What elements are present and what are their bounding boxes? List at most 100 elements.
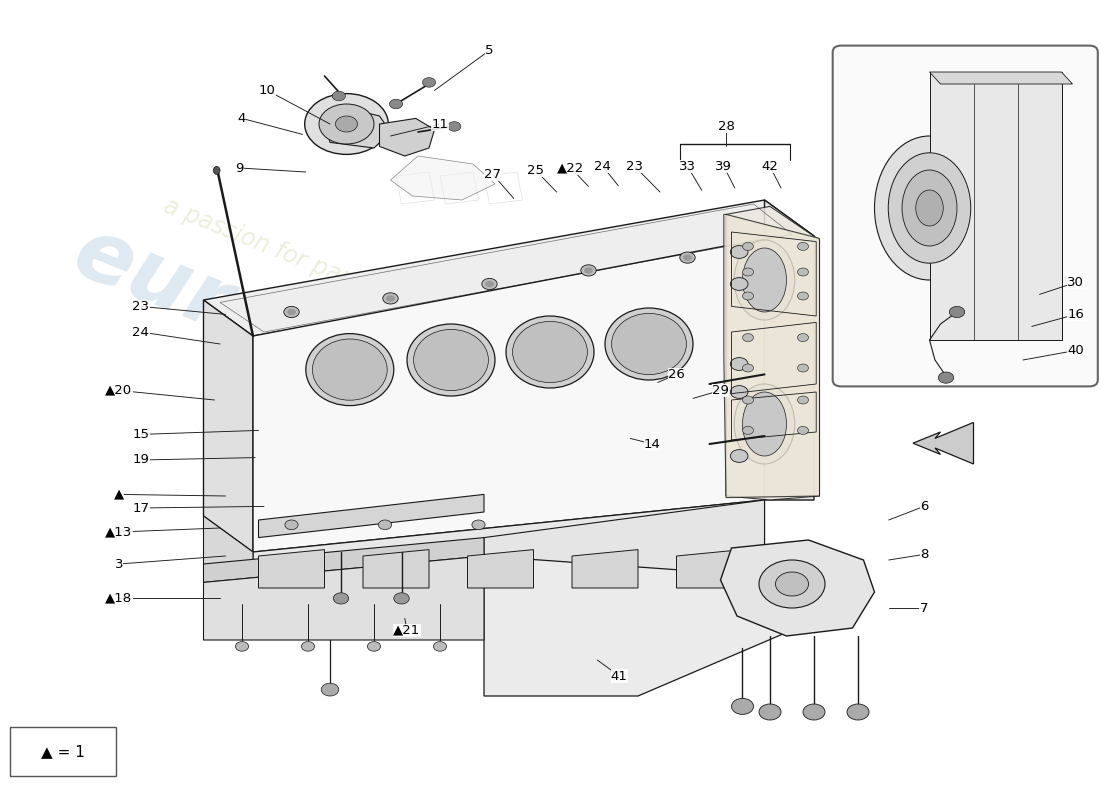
Polygon shape bbox=[204, 516, 253, 600]
Polygon shape bbox=[724, 214, 820, 498]
Polygon shape bbox=[484, 500, 764, 604]
Text: 5: 5 bbox=[485, 44, 494, 57]
Text: 42: 42 bbox=[761, 160, 779, 173]
Polygon shape bbox=[764, 200, 814, 500]
Polygon shape bbox=[258, 550, 324, 588]
Circle shape bbox=[448, 122, 461, 131]
Ellipse shape bbox=[612, 314, 686, 374]
Circle shape bbox=[742, 364, 754, 372]
Polygon shape bbox=[379, 118, 434, 156]
Circle shape bbox=[336, 116, 358, 132]
Polygon shape bbox=[720, 540, 874, 636]
Circle shape bbox=[803, 704, 825, 720]
Text: 25: 25 bbox=[527, 164, 544, 177]
Ellipse shape bbox=[605, 308, 693, 380]
Circle shape bbox=[798, 426, 808, 434]
Circle shape bbox=[683, 254, 692, 261]
Text: ▲20: ▲20 bbox=[106, 384, 132, 397]
Circle shape bbox=[742, 426, 754, 434]
Ellipse shape bbox=[312, 339, 387, 400]
Text: 30: 30 bbox=[1067, 276, 1085, 289]
Circle shape bbox=[287, 309, 296, 315]
Text: 3: 3 bbox=[114, 558, 123, 570]
Polygon shape bbox=[204, 556, 484, 640]
Circle shape bbox=[798, 396, 808, 404]
Circle shape bbox=[798, 292, 808, 300]
Text: ▲21: ▲21 bbox=[394, 624, 420, 637]
Circle shape bbox=[386, 295, 395, 302]
Ellipse shape bbox=[742, 392, 786, 456]
Text: 14: 14 bbox=[644, 438, 661, 450]
Ellipse shape bbox=[889, 153, 970, 263]
Circle shape bbox=[730, 278, 748, 290]
Ellipse shape bbox=[915, 190, 944, 226]
Polygon shape bbox=[253, 238, 764, 552]
Polygon shape bbox=[204, 300, 253, 552]
Text: a passion for parts since 1990: a passion for parts since 1990 bbox=[161, 194, 499, 350]
Circle shape bbox=[730, 450, 748, 462]
Circle shape bbox=[235, 642, 249, 651]
Text: 24: 24 bbox=[132, 326, 150, 338]
Circle shape bbox=[742, 242, 754, 250]
Circle shape bbox=[367, 642, 381, 651]
FancyBboxPatch shape bbox=[833, 46, 1098, 386]
Circle shape bbox=[394, 593, 409, 604]
Circle shape bbox=[730, 386, 748, 398]
Ellipse shape bbox=[306, 334, 394, 406]
Ellipse shape bbox=[414, 330, 488, 390]
Text: 39: 39 bbox=[715, 160, 733, 173]
Polygon shape bbox=[253, 500, 764, 600]
Circle shape bbox=[938, 372, 954, 383]
FancyBboxPatch shape bbox=[10, 727, 116, 776]
Text: 17: 17 bbox=[132, 502, 150, 514]
Polygon shape bbox=[913, 422, 974, 464]
Polygon shape bbox=[390, 156, 495, 200]
Text: 7: 7 bbox=[920, 602, 928, 614]
Circle shape bbox=[847, 704, 869, 720]
Circle shape bbox=[730, 358, 748, 370]
Ellipse shape bbox=[506, 316, 594, 388]
Text: 11: 11 bbox=[431, 118, 449, 130]
Circle shape bbox=[332, 91, 345, 101]
Text: 27: 27 bbox=[484, 168, 502, 181]
Circle shape bbox=[321, 683, 339, 696]
Text: 40: 40 bbox=[1067, 344, 1085, 357]
Text: ▲18: ▲18 bbox=[106, 592, 132, 605]
Text: 26: 26 bbox=[668, 368, 685, 381]
Text: 9: 9 bbox=[235, 162, 244, 174]
Text: 28: 28 bbox=[717, 120, 735, 133]
Ellipse shape bbox=[874, 136, 984, 280]
Circle shape bbox=[742, 268, 754, 276]
Polygon shape bbox=[468, 550, 534, 588]
Text: 8: 8 bbox=[920, 548, 928, 561]
Text: ▲13: ▲13 bbox=[106, 526, 132, 538]
Polygon shape bbox=[726, 206, 820, 500]
Circle shape bbox=[798, 268, 808, 276]
Circle shape bbox=[730, 246, 748, 258]
Polygon shape bbox=[363, 550, 429, 588]
Text: 23: 23 bbox=[132, 300, 150, 313]
Polygon shape bbox=[930, 72, 1062, 340]
Circle shape bbox=[485, 281, 494, 287]
Text: ▲22: ▲22 bbox=[558, 162, 584, 174]
Text: 10: 10 bbox=[258, 84, 276, 97]
Circle shape bbox=[383, 293, 398, 304]
Polygon shape bbox=[258, 494, 484, 538]
Circle shape bbox=[798, 242, 808, 250]
Text: eurospares: eurospares bbox=[62, 211, 598, 493]
Ellipse shape bbox=[902, 170, 957, 246]
Circle shape bbox=[742, 334, 754, 342]
Text: ▲: ▲ bbox=[113, 488, 124, 501]
Circle shape bbox=[482, 278, 497, 290]
Text: 24: 24 bbox=[594, 160, 612, 173]
Text: 19: 19 bbox=[132, 454, 150, 466]
Polygon shape bbox=[324, 108, 390, 148]
Circle shape bbox=[422, 78, 436, 87]
Polygon shape bbox=[572, 550, 638, 588]
Circle shape bbox=[319, 104, 374, 144]
Polygon shape bbox=[204, 200, 814, 336]
Polygon shape bbox=[930, 72, 1072, 84]
Text: ▲ = 1: ▲ = 1 bbox=[41, 745, 85, 759]
Circle shape bbox=[301, 642, 315, 651]
Polygon shape bbox=[676, 550, 742, 588]
